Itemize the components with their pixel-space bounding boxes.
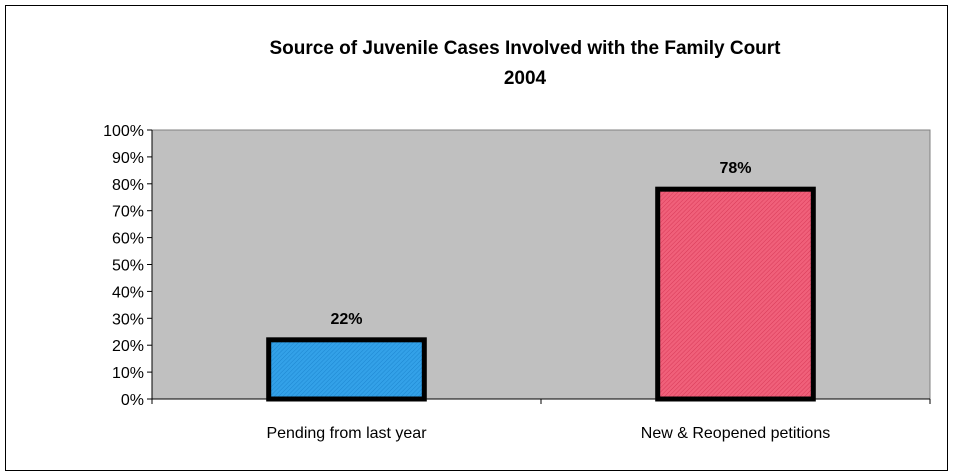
bar-1: [266, 337, 427, 402]
y-tick-label: 90%: [112, 150, 144, 167]
y-tick-label: 10%: [112, 365, 144, 382]
chart-title: Source of Juvenile Cases Involved with t…: [269, 38, 781, 59]
y-tick-label: 0%: [121, 392, 144, 409]
chart-subtitle: 2004: [504, 68, 547, 89]
y-tick-label: 50%: [112, 258, 144, 275]
y-tick-label: 20%: [112, 338, 144, 355]
bars: 22% 78%: [266, 160, 816, 402]
bar-2: [655, 186, 816, 402]
bar-data-label: 22%: [330, 311, 362, 328]
y-tick-label: 60%: [112, 231, 144, 248]
y-tick-label: 80%: [112, 177, 144, 194]
x-axis: Pending from last year New & Reopened pet…: [151, 398, 931, 442]
y-tick-label: 100%: [103, 123, 144, 140]
y-axis: 0% 10% 20% 30% 40% 50% 60% 70% 80% 90% 100%: [103, 123, 153, 409]
bar-data-label: 78%: [719, 160, 751, 177]
y-tick-label: 40%: [112, 284, 144, 301]
y-tick-label: 70%: [112, 204, 144, 221]
x-category-label: Pending from last year: [266, 425, 427, 442]
y-tick-label: 30%: [112, 311, 144, 328]
x-category-label: New & Reopened petitions: [641, 425, 830, 442]
